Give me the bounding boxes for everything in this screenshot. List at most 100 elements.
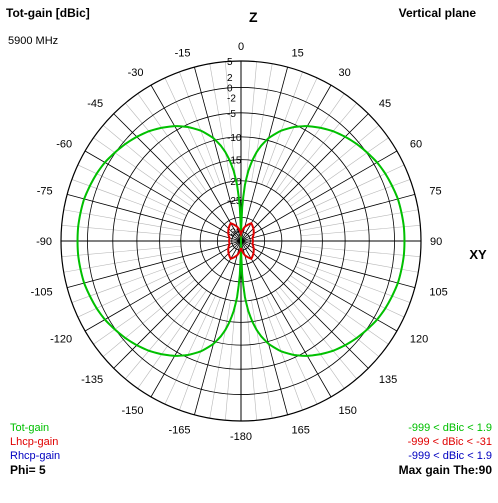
grid-fine-spoke [209, 300, 231, 419]
legend-tot-range: -999 < dBic < 1.9 [408, 422, 492, 434]
grid-fine-spoke [102, 125, 196, 203]
grid-fine-spoke [275, 93, 345, 192]
grid-fine-spoke [286, 125, 380, 203]
grid-fine-spoke [300, 245, 421, 257]
grid-fine-spoke [251, 300, 273, 419]
grid-spoke [240, 240, 332, 398]
angle-tick-label: 105 [429, 286, 447, 298]
grid-spoke [67, 194, 242, 242]
angle-tick-label: -105 [31, 286, 53, 298]
angle-tick-label: -45 [87, 98, 103, 110]
angle-tick-label: -60 [56, 139, 72, 151]
radial-tick-label: 0 [227, 83, 233, 94]
grid-fine-spoke [63, 209, 182, 231]
grid-fine-spoke [61, 245, 182, 257]
grid-fine-spoke [93, 137, 192, 207]
grid-fine-spoke [164, 77, 216, 187]
angle-tick-label: 120 [410, 334, 428, 346]
grid-fine-spoke [245, 61, 257, 182]
angle-tick-label: 90 [430, 236, 442, 248]
plane-label: Vertical plane [399, 6, 477, 20]
grid-fine-spoke [93, 275, 192, 345]
z-axis-label: Z [249, 9, 258, 25]
angle-tick-label: -15 [175, 48, 191, 60]
radial-tick-label: -10 [227, 133, 242, 144]
grid-fine-spoke [164, 295, 216, 405]
lhcp-gaincurve [227, 222, 255, 260]
grid-fine-spoke [279, 102, 357, 196]
pattern-curves [76, 125, 406, 357]
radial-tick-label: 2 [227, 73, 233, 84]
grid-spoke [240, 240, 288, 415]
grid-spoke [67, 240, 242, 288]
angle-tick-label: 75 [429, 186, 441, 198]
grid-spoke [240, 240, 398, 332]
frequency-label: 5900 MHz [8, 35, 58, 47]
radial-tick-label: -25 [227, 196, 242, 207]
grid-fine-spoke [279, 286, 357, 380]
grid-fine-spoke [266, 295, 318, 405]
phi-label: Phi= 5 [10, 463, 46, 477]
grid-fine-spoke [300, 251, 419, 273]
grid-fine-spoke [286, 279, 380, 357]
grid-spoke [240, 194, 415, 242]
grid-fine-spoke [261, 71, 303, 185]
grid-spoke [240, 150, 398, 242]
angle-tick-label: 0 [238, 41, 244, 53]
grid-fine-spoke [137, 93, 207, 192]
angle-tick-label: -150 [121, 405, 143, 417]
angle-tick-label: -165 [168, 424, 190, 436]
grid-spoke [150, 84, 242, 242]
radial-labels: 5 20-2 -5 -10 -15 -20 -25 -35 [227, 57, 242, 239]
grid-spoke [113, 113, 242, 242]
grid-spoke [240, 84, 332, 242]
grid-spoke [150, 240, 242, 398]
grid-fine-spoke [225, 300, 237, 421]
angle-tick-label: 45 [379, 98, 391, 110]
legend-lhcp-range: -999 < dBic < -31 [408, 436, 492, 448]
tot-gaincurve [76, 125, 406, 357]
angle-tick-label: 30 [339, 67, 351, 79]
angle-labels: 0153045607590105120135150165-180-165-150… [31, 41, 448, 443]
legend-rhcp-label: Rhcp-gain [10, 450, 60, 462]
angle-tick-label: -180 [230, 431, 252, 443]
legend-tot-label: Tot-gain [10, 422, 49, 434]
radial-tick-label: -35 [227, 228, 242, 239]
angle-tick-label: -75 [37, 186, 53, 198]
grid-fine-spoke [245, 300, 257, 421]
grid-fine-spoke [137, 290, 207, 389]
grid-fine-spoke [61, 225, 182, 237]
grid-fine-spoke [102, 279, 196, 357]
grid-fine-spoke [300, 209, 419, 231]
grid-fine-spoke [225, 61, 237, 182]
radial-tick-label: -2 [227, 94, 236, 105]
grid-spoke [240, 240, 369, 369]
angle-tick-label: 165 [291, 424, 309, 436]
grid-spoke [194, 67, 242, 242]
legend-rhcp-range: -999 < dBic < 1.9 [408, 450, 492, 462]
grid-fine-spoke [125, 102, 203, 196]
radial-tick-label: -5 [227, 109, 236, 120]
max-gain-label: Max gain The:90 [399, 463, 493, 477]
grid-fine-spoke [125, 286, 203, 380]
grid-spoke [240, 113, 369, 242]
grid-fine-spoke [275, 290, 345, 389]
grid-fine-spoke [251, 63, 273, 182]
grid-fine-spoke [290, 137, 389, 207]
grid-fine-spoke [290, 275, 389, 345]
angle-tick-label: 135 [379, 374, 397, 386]
grid-spoke [240, 67, 288, 242]
grid-fine-spoke [300, 225, 421, 237]
angle-tick-label: 15 [291, 48, 303, 60]
grid-spoke [194, 240, 242, 415]
grid-fine-spoke [209, 63, 231, 182]
radial-tick-label: 5 [227, 57, 233, 68]
grid-fine-spoke [179, 71, 221, 185]
radial-tick-label: -15 [227, 156, 242, 167]
grid-fine-spoke [63, 251, 182, 273]
angle-tick-label: 60 [410, 139, 422, 151]
chart-title: Tot-gain [dBic] [6, 6, 90, 20]
radial-tick-label: -20 [227, 177, 242, 188]
